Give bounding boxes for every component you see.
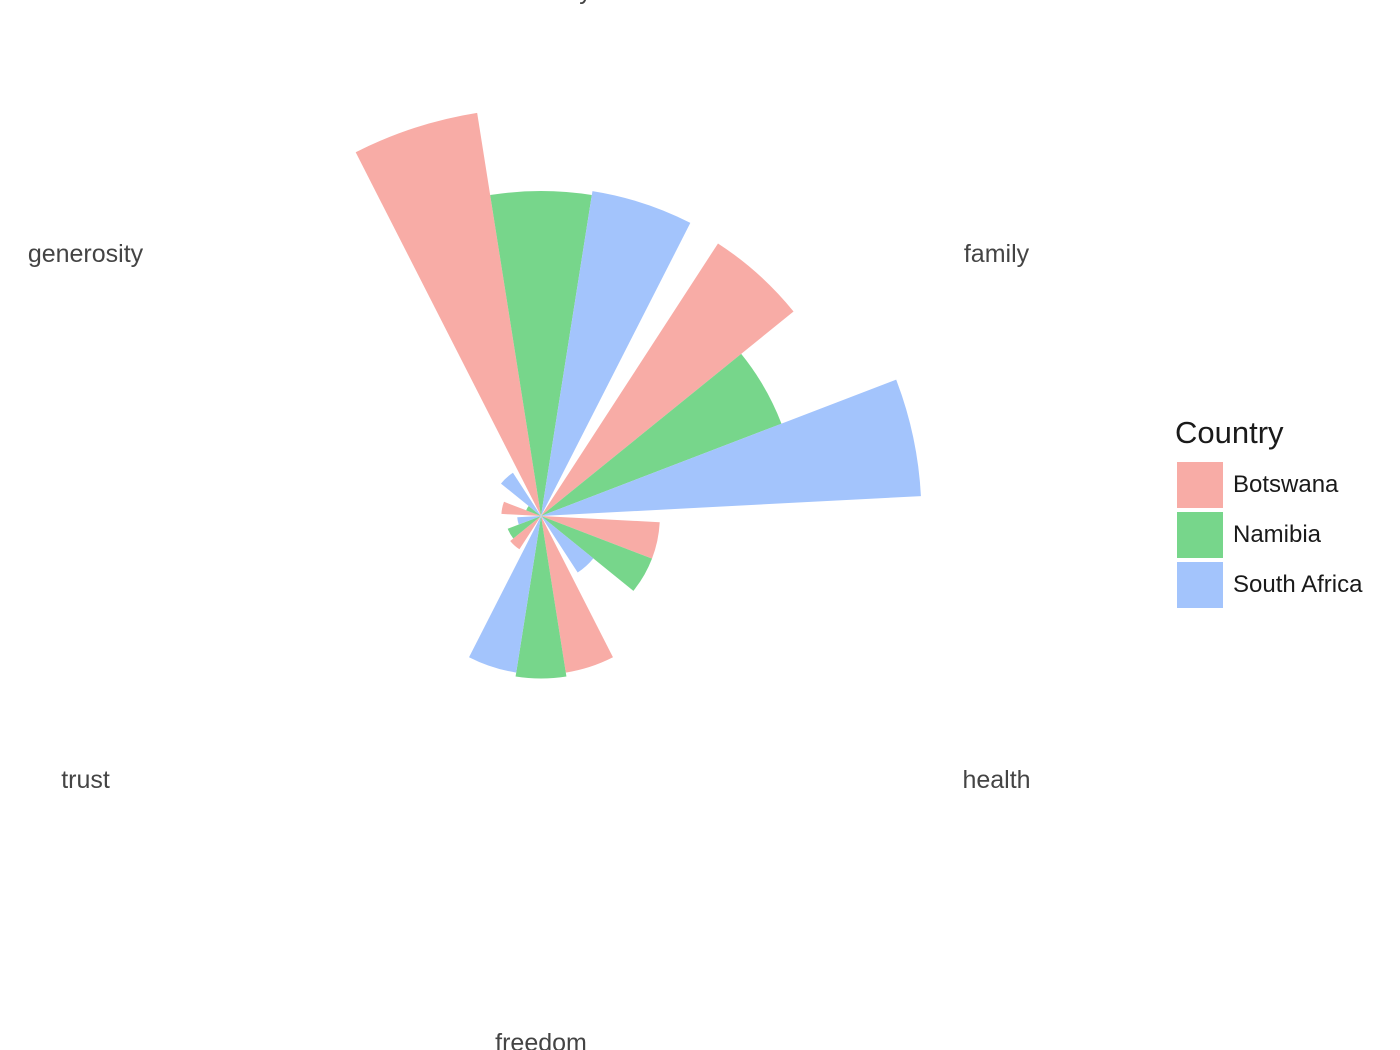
bar-generosity-south-africa — [500, 472, 541, 516]
bar-health-south-africa — [541, 516, 594, 573]
legend-item-south-africa[interactable]: South Africa — [1175, 560, 1400, 610]
bar-trust-south-africa — [517, 516, 541, 525]
bar-freedom-namibia — [515, 516, 567, 679]
legend: Country Botswana Namibia South Africa — [1175, 414, 1400, 610]
bar-economy-south-africa — [541, 191, 691, 516]
category-label-economy: economy — [490, 0, 592, 5]
legend-item-botswana[interactable]: Botswana — [1175, 460, 1400, 510]
bar-freedom-botswana — [541, 516, 613, 673]
bars-layer — [355, 112, 921, 679]
bar-family-botswana — [541, 243, 794, 516]
legend-item-label: Botswana — [1233, 471, 1339, 498]
bar-generosity-namibia — [526, 506, 541, 516]
legend-items: Botswana Namibia South Africa — [1175, 460, 1400, 610]
category-label-freedom: freedom — [495, 1029, 587, 1050]
bar-family-namibia — [541, 353, 782, 516]
bar-health-namibia — [541, 516, 652, 591]
legend-item-label: South Africa — [1233, 571, 1363, 598]
category-label-trust: trust — [61, 766, 110, 794]
legend-key-swatch — [1177, 462, 1223, 508]
bar-trust-namibia — [507, 516, 541, 539]
bar-economy-botswana — [355, 112, 541, 516]
bar-trust-botswana — [510, 516, 541, 550]
bar-freedom-south-africa — [469, 516, 541, 673]
category-label-generosity: generosity — [28, 240, 144, 268]
category-label-health: health — [962, 766, 1030, 794]
bar-economy-namibia — [490, 191, 592, 516]
legend-item-label: Namibia — [1233, 521, 1322, 548]
legend-title: Country — [1175, 415, 1284, 450]
bar-family-south-africa — [541, 379, 921, 516]
legend-item-namibia[interactable]: Namibia — [1175, 510, 1400, 560]
bar-health-botswana — [541, 516, 660, 559]
category-label-family: family — [964, 240, 1030, 268]
category-labels: economy family health freedom trust generosit… — [28, 0, 1031, 1050]
legend-key-swatch — [1177, 562, 1223, 608]
bar-generosity-botswana — [501, 501, 541, 516]
legend-key-swatch — [1177, 512, 1223, 558]
